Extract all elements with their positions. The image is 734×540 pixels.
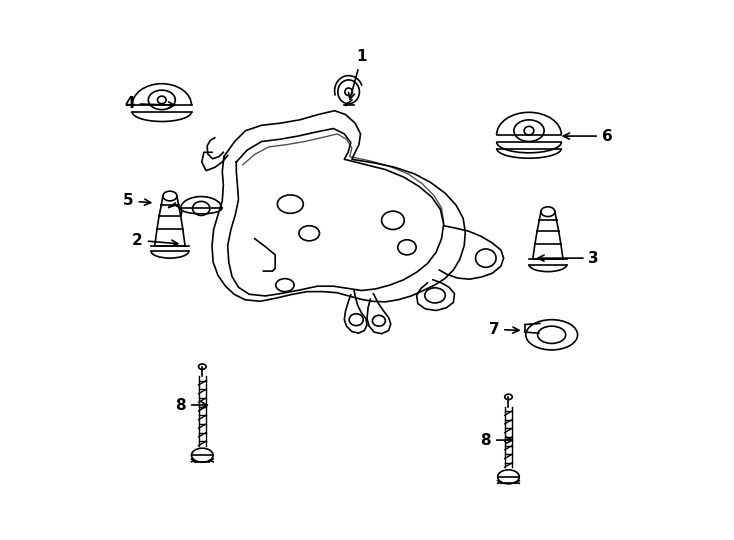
Text: 8: 8 [481,433,512,448]
Text: 3: 3 [538,251,599,266]
Text: 5: 5 [123,193,150,208]
Text: 2: 2 [132,233,178,248]
Text: 6: 6 [564,129,613,144]
Text: 1: 1 [349,49,367,99]
Text: 4: 4 [124,96,175,111]
Text: 8: 8 [175,397,208,413]
Text: 7: 7 [489,322,519,337]
